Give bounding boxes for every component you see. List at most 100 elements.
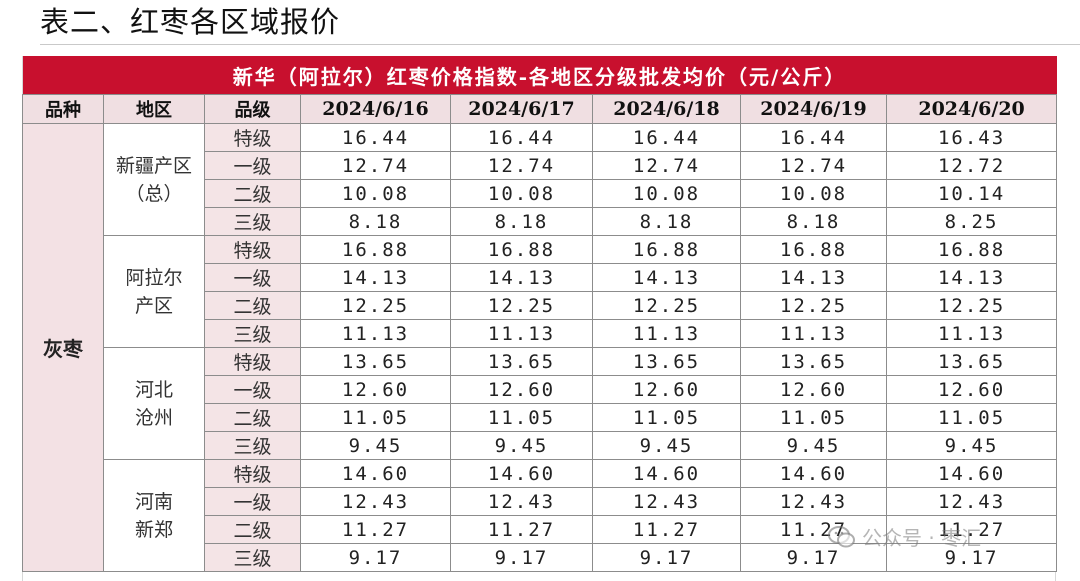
header-date: 2024/6/16 [300, 94, 451, 124]
table-row: 三级 9.17 9.17 9.17 9.17 9.17 [23, 543, 1058, 572]
price-cell: 12.60 [450, 375, 593, 404]
price-cell: 11.13 [885, 319, 1058, 348]
grade-cell: 特级 [204, 459, 301, 488]
price-cell: 14.60 [740, 459, 887, 488]
title-divider [40, 44, 1080, 45]
price-cell: 12.43 [300, 487, 451, 516]
price-cell: 9.17 [740, 543, 887, 572]
grade-cell: 二级 [204, 179, 301, 208]
price-cell: 12.60 [740, 375, 887, 404]
header-date: 2024/6/20 [885, 94, 1058, 124]
price-cell: 11.05 [450, 403, 593, 432]
table-row: 一级 12.60 12.60 12.60 12.60 12.60 [23, 375, 1058, 404]
price-cell: 11.05 [300, 403, 451, 432]
price-cell: 9.45 [740, 431, 887, 460]
price-cell: 13.65 [592, 347, 741, 376]
table-row: 三级 8.18 8.18 8.18 8.18 8.25 [23, 207, 1058, 236]
price-cell: 16.44 [450, 123, 593, 152]
price-cell: 14.60 [450, 459, 593, 488]
price-cell: 10.08 [450, 179, 593, 208]
price-cell: 12.60 [592, 375, 741, 404]
price-cell: 12.60 [885, 375, 1058, 404]
price-cell: 12.74 [450, 151, 593, 180]
page-title: 表二、红枣各区域报价 [40, 5, 341, 39]
price-cell: 16.88 [885, 235, 1058, 264]
price-cell: 12.25 [450, 291, 593, 320]
grade-cell: 特级 [204, 347, 301, 376]
price-cell: 16.43 [885, 123, 1058, 152]
region-name: 新疆产区（总） [115, 154, 192, 205]
price-cell: 9.45 [300, 431, 451, 460]
price-cell: 11.27 [300, 515, 451, 544]
table-row: 一级 14.13 14.13 14.13 14.13 14.13 [23, 263, 1058, 292]
price-table: 新华（阿拉尔）红枣价格指数-各地区分级批发均价（元/公斤） 品种 地区 品级 2… [22, 56, 1058, 572]
table-row: 二级 11.27 11.27 11.27 11.27 11.27 [23, 515, 1058, 544]
header-date: 2024/6/17 [450, 94, 593, 124]
grade-cell: 三级 [204, 543, 301, 572]
table-row: 三级 11.13 11.13 11.13 11.13 11.13 [23, 319, 1058, 348]
price-cell: 12.60 [300, 375, 451, 404]
price-cell: 12.25 [592, 291, 741, 320]
price-cell: 14.13 [450, 263, 593, 292]
grade-cell: 一级 [204, 151, 301, 180]
wechat-icon [828, 525, 856, 549]
price-cell: 11.05 [740, 403, 887, 432]
table-row: 二级 11.05 11.05 11.05 11.05 11.05 [23, 403, 1058, 432]
region-cell: 阿拉尔产区 [103, 235, 205, 348]
price-cell: 11.13 [450, 319, 593, 348]
region-cell: 河北沧州 [103, 347, 205, 460]
price-cell: 11.05 [885, 403, 1058, 432]
price-cell: 10.08 [740, 179, 887, 208]
price-cell: 8.18 [450, 207, 593, 236]
price-cell: 14.13 [592, 263, 741, 292]
price-cell: 11.27 [592, 515, 741, 544]
price-cell: 11.27 [450, 515, 593, 544]
grade-cell: 三级 [204, 207, 301, 236]
header-variety: 品种 [22, 94, 104, 124]
region-cell: 新疆产区（总） [103, 123, 205, 236]
price-cell: 13.65 [300, 347, 451, 376]
price-cell: 14.60 [592, 459, 741, 488]
price-cell: 12.43 [450, 487, 593, 516]
header-date: 2024/6/18 [592, 94, 741, 124]
price-cell: 12.43 [885, 487, 1058, 516]
grade-cell: 一级 [204, 263, 301, 292]
price-cell: 11.27 [740, 515, 887, 544]
table-row: 阿拉尔产区 特级 16.88 16.88 16.88 16.88 16.88 [23, 235, 1058, 348]
header-region: 地区 [103, 94, 205, 124]
price-cell: 10.08 [592, 179, 741, 208]
watermark: 公众号 · 枣汇 [828, 522, 981, 551]
table-banner: 新华（阿拉尔）红枣价格指数-各地区分级批发均价（元/公斤） [22, 56, 1057, 95]
price-cell: 11.13 [740, 319, 887, 348]
price-cell: 11.27 [885, 515, 1058, 544]
table-row: 河北沧州 特级 13.65 13.65 13.65 13.65 13.65 [23, 347, 1058, 460]
price-cell: 16.44 [300, 123, 451, 152]
price-cell: 14.60 [300, 459, 451, 488]
table-row: 灰枣 新疆产区（总） 特级 16.44 16.44 16.44 16.44 16… [22, 123, 1058, 572]
price-cell: 9.45 [592, 431, 741, 460]
price-cell: 12.72 [885, 151, 1058, 180]
price-cell: 12.25 [300, 291, 451, 320]
price-cell: 9.17 [885, 543, 1058, 572]
price-cell: 9.17 [300, 543, 451, 572]
grade-cell: 特级 [204, 123, 301, 152]
price-cell: 16.88 [450, 235, 593, 264]
header-grade: 品级 [204, 94, 301, 124]
price-cell: 12.43 [740, 487, 887, 516]
price-cell: 8.18 [740, 207, 887, 236]
price-cell: 11.13 [300, 319, 451, 348]
header-date: 2024/6/19 [740, 94, 887, 124]
price-cell: 10.14 [885, 179, 1058, 208]
grade-cell: 三级 [204, 319, 301, 348]
price-cell: 13.65 [740, 347, 887, 376]
price-cell: 16.44 [592, 123, 741, 152]
price-cell: 12.25 [885, 291, 1058, 320]
price-cell: 12.43 [592, 487, 741, 516]
table-row: 河南新郑 特级 14.60 14.60 14.60 14.60 14.60 [23, 459, 1058, 572]
price-cell: 16.88 [300, 235, 451, 264]
price-cell: 10.08 [300, 179, 451, 208]
price-cell: 8.18 [592, 207, 741, 236]
price-cell: 12.74 [300, 151, 451, 180]
price-cell: 13.65 [450, 347, 593, 376]
grade-cell: 二级 [204, 515, 301, 544]
